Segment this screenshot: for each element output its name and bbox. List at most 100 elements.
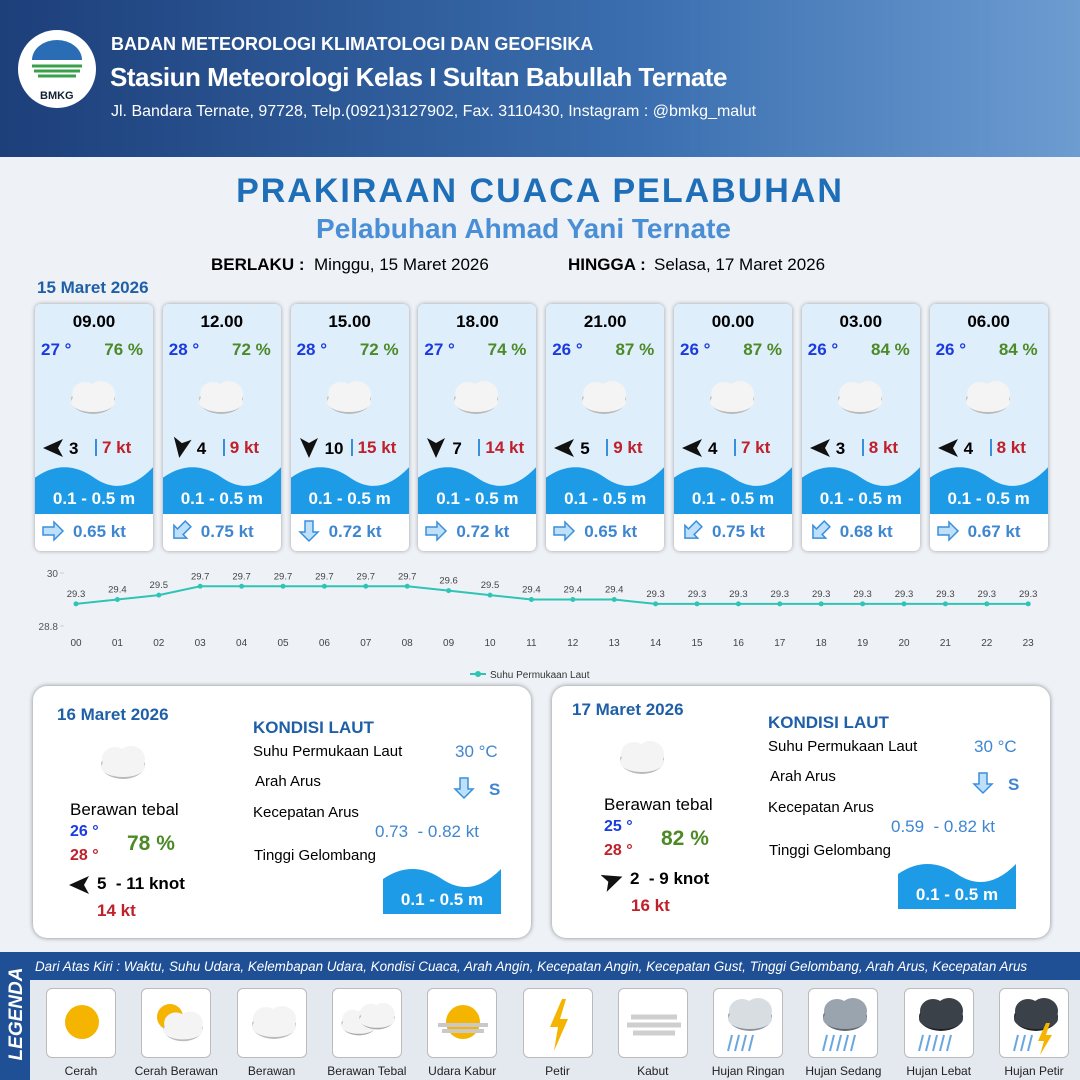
legend-item: Berawan Tebal xyxy=(327,1064,407,1078)
subtitle: Pelabuhan Ahmad Yani Ternate xyxy=(316,213,731,244)
legend-item: Kabut xyxy=(637,1064,669,1078)
weather-icon xyxy=(837,381,882,414)
wind-arrow xyxy=(299,438,318,458)
time: 15.00 xyxy=(328,312,371,331)
temperature: 26 ° xyxy=(807,340,839,359)
humidity: 72 % xyxy=(232,340,271,359)
legend-icon xyxy=(626,1014,681,1036)
current-speed: 0.65 kt xyxy=(584,522,638,541)
current-arrow xyxy=(42,520,65,542)
x-tick-label: 11 xyxy=(526,638,537,649)
humidity: 87 % xyxy=(743,340,782,359)
wave xyxy=(546,467,665,514)
wave-height: 0.1 - 0.5 m xyxy=(400,890,484,909)
current-speed: 0.67 kt xyxy=(967,522,1021,541)
data-label: 29.7 xyxy=(191,571,210,582)
legend-bar xyxy=(0,952,30,1080)
legend-icon xyxy=(549,999,568,1051)
wave xyxy=(162,467,281,514)
gust: 8 kt xyxy=(989,439,1026,456)
current-arrow xyxy=(936,520,959,542)
sst-point xyxy=(73,601,79,607)
legend-item: Udara Kabur xyxy=(428,1064,497,1078)
sst-point xyxy=(777,601,783,607)
sea-heading: KONDISI LAUT xyxy=(253,718,374,737)
wave-height: 0.1 - 0.5 m xyxy=(947,489,1030,508)
wind-arrow xyxy=(69,876,89,894)
data-label: 29.7 xyxy=(232,571,251,582)
day-panel: 17 Maret 2026 Berawan tebal 25 ° 28 ° 82 % 2 … xyxy=(552,686,1050,938)
temp-max: 28 ° xyxy=(70,847,99,864)
forecast-card: 03.00 26 ° 84 % 3 8 kt 0.1 - 0.5 m 0.68 kt xyxy=(801,304,920,551)
legend-icon xyxy=(157,1004,204,1042)
sst-point xyxy=(942,601,948,607)
sst: 30 °C xyxy=(455,742,498,761)
wave xyxy=(418,467,537,514)
valid-from-label: BERLAKU : xyxy=(211,255,305,274)
humidity: 78 % xyxy=(127,832,175,855)
sst-point xyxy=(239,583,245,589)
sst-point xyxy=(321,583,327,589)
wind-speed: 3 xyxy=(835,439,846,458)
sst-point xyxy=(404,583,410,589)
sst-point xyxy=(1025,601,1031,607)
date: 17 Maret 2026 xyxy=(572,700,684,719)
legend-item: Petir xyxy=(545,1064,570,1078)
legend-icon-box xyxy=(427,988,498,1058)
x-tick-label: 04 xyxy=(236,638,248,649)
x-tick-label: 16 xyxy=(733,638,745,649)
legend-title: LEGENDA xyxy=(6,967,27,1061)
wind-arrow xyxy=(682,439,702,457)
dir: S xyxy=(1008,775,1020,794)
weather-icon xyxy=(710,381,754,414)
gust: 7 kt xyxy=(95,439,131,456)
current-arrow xyxy=(811,520,831,539)
time: 09.00 xyxy=(72,312,116,331)
gust: 9 kt xyxy=(606,439,642,456)
agency: BADAN METEOROLOGI KLIMATOLOGI DAN GEOFIS… xyxy=(111,34,594,54)
legend-icon xyxy=(251,1006,296,1039)
data-label: 29.3 xyxy=(771,589,790,600)
data-label: 29.7 xyxy=(274,571,293,582)
sst-point xyxy=(114,597,120,602)
wave xyxy=(929,467,1048,514)
temperature: 27 ° xyxy=(424,340,455,359)
data-label: 29.3 xyxy=(67,589,86,600)
speed: 0.59 - 0.82 kt xyxy=(891,817,995,836)
current-arrow xyxy=(297,520,320,543)
sst-label: Suhu Permukaan Laut xyxy=(768,738,918,755)
wind-speed: 4 xyxy=(196,439,207,458)
sst-point xyxy=(984,601,990,607)
wind-arrow xyxy=(937,439,958,457)
forecast-card: 09.00 27 ° 76 % 3 7 kt 0.1 - 0.5 m 0.65 kt xyxy=(35,304,153,551)
wind-arrow xyxy=(809,439,830,457)
data-label: 29.4 xyxy=(108,585,127,596)
x-tick-label: 18 xyxy=(816,638,828,649)
address: Jl. Bandara Ternate, 97728, Telp.(0921)3… xyxy=(111,103,757,120)
weather-icon xyxy=(101,746,145,779)
legend-marker xyxy=(475,671,481,677)
wave-label: Tinggi Gelombang xyxy=(254,847,377,864)
legend-icon-box xyxy=(713,988,784,1058)
wind-speed: 7 xyxy=(452,439,462,458)
gust: 14 kt xyxy=(97,901,136,920)
speed: 0.73 - 0.82 kt xyxy=(375,822,479,841)
legend-icon-box xyxy=(999,988,1069,1058)
wave-height: 0.1 - 0.5 m xyxy=(819,489,902,508)
humidity: 76 % xyxy=(104,340,143,359)
legend-item: Hujan Ringan xyxy=(711,1064,785,1078)
sst-point xyxy=(611,597,617,602)
sst-chart: 28.8 30 00 01 02 03 04 05 06 07 08 09 10 11 12 13 14 15 16… xyxy=(39,569,1038,681)
humidity: 84 % xyxy=(998,340,1038,359)
data-label: 29.3 xyxy=(936,589,955,600)
gust: 9 kt xyxy=(222,439,259,456)
x-tick-label: 01 xyxy=(112,638,124,649)
valid-to: Selasa, 17 Maret 2026 xyxy=(654,255,826,274)
weather-icon xyxy=(620,741,664,774)
temperature: 26 ° xyxy=(552,340,583,359)
logo-mark xyxy=(32,40,82,78)
forecast-card: 12.00 28 ° 72 % 4 9 kt 0.1 - 0.5 m 0.75 kt xyxy=(162,304,281,551)
data-label: 29.3 xyxy=(688,589,707,600)
legend-icon xyxy=(727,998,773,1052)
wave xyxy=(898,864,1016,909)
